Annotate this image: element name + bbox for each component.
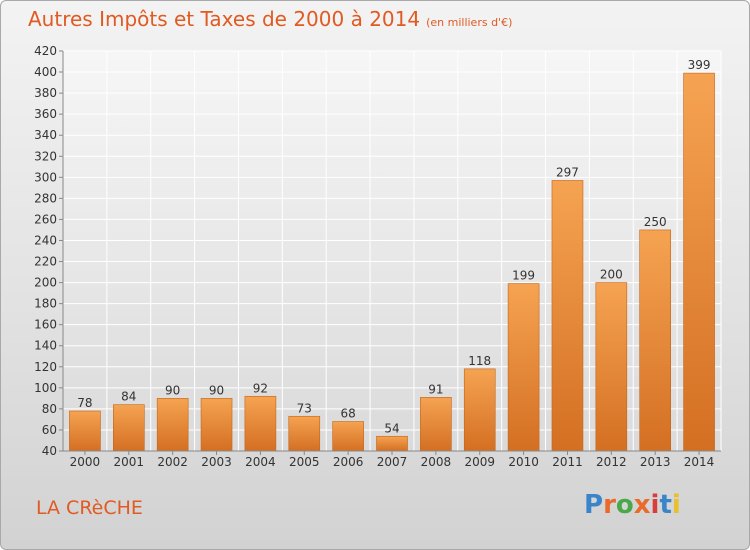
bar-value-label: 73 (297, 401, 312, 415)
y-tick-label: 280 (34, 191, 57, 205)
commune-name: LA CRèCHE (36, 497, 143, 519)
bars-layer: 78 84 90 90 92 73 68 54 91 118 199 297 200 250 399 (69, 58, 715, 452)
chart-subtitle: (en milliers d'€) (426, 16, 513, 29)
x-tick-label: 2004 (245, 455, 276, 469)
logo-letter: i (650, 490, 660, 520)
bar (200, 398, 233, 452)
y-tick-label: 340 (34, 128, 57, 142)
x-tick-label: 2009 (464, 455, 495, 469)
bar (113, 404, 145, 452)
bar (551, 180, 584, 452)
logo-letter: P (584, 490, 604, 520)
y-tick-label: 160 (34, 318, 57, 332)
y-tick-label: 60 (42, 423, 57, 437)
x-tick-label: 2013 (640, 455, 671, 469)
bar (639, 229, 672, 452)
y-tick-label: 200 (34, 276, 57, 290)
x-tick-label: 2006 (333, 455, 364, 469)
logo-letter: i (671, 490, 681, 520)
bar-value-label: 92 (253, 381, 268, 395)
x-tick-label: 2005 (289, 455, 320, 469)
logo-letter: r (603, 490, 616, 520)
y-tick-label: 120 (34, 360, 57, 374)
bar-value-label: 399 (688, 58, 711, 72)
y-tick-label: 240 (34, 233, 57, 247)
y-tick-label: 300 (34, 170, 57, 184)
x-tick-label: 2002 (157, 455, 188, 469)
logo-letter: t (659, 490, 672, 520)
bar (288, 415, 321, 452)
bar (420, 397, 452, 452)
bar-value-label: 90 (165, 383, 180, 397)
logo-letter: x (633, 490, 651, 520)
y-tick-label: 360 (34, 107, 57, 121)
bar-value-label: 84 (121, 390, 136, 404)
bar-value-label: 118 (468, 354, 491, 368)
x-tick-label: 2003 (201, 455, 232, 469)
y-tick-label: 260 (34, 212, 57, 226)
y-tick-label: 100 (34, 381, 57, 395)
bar (595, 282, 628, 452)
x-tick-label: 2007 (377, 455, 408, 469)
x-tick-label: 2011 (552, 455, 583, 469)
bar-value-label: 54 (384, 421, 399, 435)
bar-value-label: 297 (556, 165, 579, 179)
y-tick-label: 420 (34, 44, 57, 58)
proxiti-logo: Proxiti (584, 490, 681, 520)
bar-value-label: 90 (209, 383, 224, 397)
logo-letter: o (615, 490, 634, 520)
chart-title: Autres Impôts et Taxes de 2000 à 2014 (28, 7, 421, 31)
bar (156, 398, 189, 452)
bar-value-label: 78 (77, 396, 92, 410)
x-tick-label: 2001 (114, 455, 145, 469)
chart-title-block: Autres Impôts et Taxes de 2000 à 2014 (en… (28, 7, 512, 31)
y-tick-label: 40 (42, 444, 57, 458)
bar-value-label: 200 (600, 268, 623, 282)
bar-value-label: 68 (340, 407, 355, 421)
y-tick-label: 380 (34, 86, 57, 100)
y-tick-label: 220 (34, 255, 57, 269)
y-tick-label: 80 (42, 402, 57, 416)
bar (244, 395, 277, 452)
y-tick-label: 180 (34, 297, 57, 311)
bar (507, 283, 540, 452)
bar-value-label: 250 (644, 215, 667, 229)
bar-value-label: 199 (512, 269, 535, 283)
x-tick-label: 2012 (596, 455, 627, 469)
x-tick-label: 2000 (70, 455, 101, 469)
bar (463, 368, 496, 452)
x-tick-label: 2008 (421, 455, 452, 469)
axis-layer: 40 60 80 100 120 140 160 180 200 220 240 260 280 300 3… (34, 44, 721, 469)
y-tick-label: 320 (34, 149, 57, 163)
x-tick-label: 2010 (508, 455, 539, 469)
x-tick-label: 2014 (684, 455, 715, 469)
y-tick-label: 400 (34, 65, 57, 79)
bar (376, 435, 408, 452)
bar (332, 421, 364, 452)
y-tick-label: 140 (34, 339, 57, 353)
bar (69, 410, 101, 452)
bar-value-label: 91 (428, 382, 443, 396)
bar (683, 72, 715, 452)
